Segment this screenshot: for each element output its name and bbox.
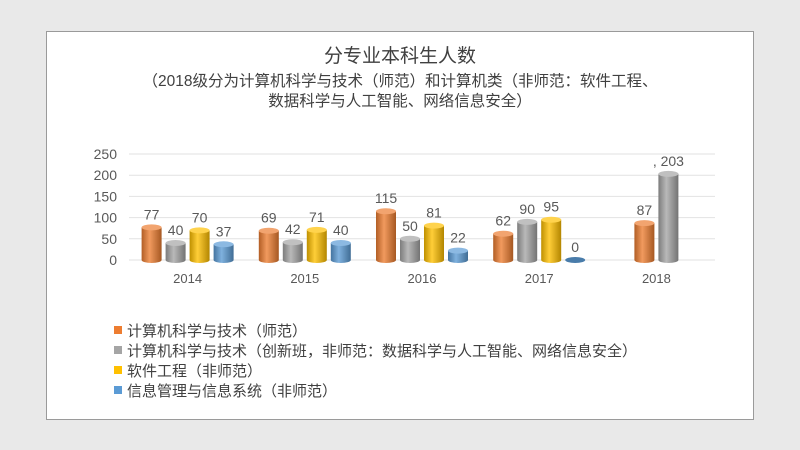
chart-title: 分专业本科生人数 [323, 46, 476, 67]
legend-item: 信息管理与信息系统（非师范） [114, 380, 637, 400]
x-tick-label: 2014 [173, 271, 202, 286]
bar-2014-series-2 [189, 230, 210, 263]
legend-item: 计算机科学与技术（创新班，非师范：数据科学与人工智能、网络信息安全） [114, 340, 637, 360]
data-label-2018-series-1: , 203 [653, 153, 684, 169]
x-tick-label: 2016 [408, 271, 437, 286]
legend-label: 信息管理与信息系统（非师范） [127, 382, 338, 400]
legend-item: 计算机科学与技术（师范） [114, 320, 637, 340]
bar-2018-series-0 [634, 223, 655, 263]
data-label-2017-series-2: 95 [543, 199, 559, 215]
bar-2016-series-1 [400, 238, 420, 263]
bar-2018-series-1 [658, 173, 679, 263]
bar-top-2015-series-0 [258, 227, 279, 234]
bar-top-2017-series-1 [517, 218, 538, 225]
data-label-2015-series-3: 40 [333, 222, 349, 238]
data-label-2014-series-0: 77 [144, 206, 160, 222]
legend-swatch [114, 326, 122, 334]
data-label-2017-series-1: 90 [519, 201, 535, 217]
bar-2017-series-1 [517, 221, 538, 263]
bar-2015-series-1 [282, 242, 303, 263]
y-tick-label: 200 [94, 167, 118, 183]
bar-top-2016-series-1 [400, 235, 420, 242]
data-label-2016-series-0: 115 [375, 190, 398, 206]
legend-label: 计算机科学与技术（创新班，非师范：数据科学与人工智能、网络信息安全） [127, 342, 638, 360]
chart-subtitle: （2018级分为计算机科学与技术（师范）和计算机类（非师范：软件工程、 数据科学… [47, 72, 753, 112]
y-tick-label: 250 [94, 146, 118, 162]
data-label-2016-series-3: 22 [450, 230, 466, 246]
data-label-2016-series-2: 81 [426, 205, 442, 221]
chart-frame: 分专业本科生人数 （2018级分为计算机科学与技术（师范）和计算机类（非师范：软… [46, 31, 754, 420]
y-tick-label: 50 [101, 231, 117, 247]
data-label-2015-series-2: 71 [309, 209, 325, 225]
data-label-2015-series-1: 42 [285, 221, 301, 237]
bar-top-2015-series-2 [306, 226, 327, 233]
bar-2016-series-3 [448, 250, 468, 263]
legend-item: 软件工程（非师范） [114, 360, 637, 380]
bar-top-2016-series-2 [424, 222, 444, 229]
bar-2014-series-3 [213, 244, 234, 263]
bar-top-2015-series-3 [330, 240, 351, 247]
bar-top-2014-series-1 [165, 240, 186, 247]
data-label-2017-series-3: 0 [571, 239, 579, 255]
bar-2015-series-3 [330, 243, 351, 263]
bar-top-2017-series-2 [541, 216, 562, 223]
legend-swatch [114, 366, 122, 374]
bar-2014-series-1 [165, 243, 186, 263]
bar-top-2014-series-2 [189, 227, 210, 234]
legend-label: 软件工程（非师范） [127, 362, 263, 380]
bar-chart-plot: 0 50 100 150 200 250 77 40 70 37 2014 69 42 71 40 2015 1… [94, 146, 715, 286]
chart-subtitle-line-2: 数据科学与人工智能、网络信息安全） [268, 93, 532, 110]
legend-swatch [114, 386, 122, 394]
bar-top-2017-series-0 [493, 230, 514, 237]
bar-2015-series-0 [258, 230, 279, 263]
data-label-2016-series-1: 50 [402, 218, 418, 234]
bar-2017-series-3 [565, 257, 586, 263]
x-tick-label: 2015 [290, 271, 319, 286]
bar-top-2018-series-0 [634, 220, 655, 227]
bar-2016-series-2 [424, 225, 444, 263]
bar-top-2015-series-1 [282, 239, 303, 246]
data-label-2015-series-0: 69 [261, 210, 277, 226]
bar-2017-series-0 [493, 233, 514, 263]
data-label-2018-series-0: 87 [637, 202, 653, 218]
y-tick-label: 0 [109, 252, 117, 268]
bar-2015-series-2 [306, 229, 327, 263]
data-label-2014-series-1: 40 [168, 222, 184, 238]
bar-2016-series-0 [376, 211, 396, 263]
x-tick-label: 2017 [525, 271, 554, 286]
bar-2017-series-2 [541, 219, 562, 263]
bar-2014-series-0 [141, 227, 162, 263]
chart-legend: 计算机科学与技术（师范） 计算机科学与技术（创新班，非师范：数据科学与人工智能、网… [114, 320, 637, 400]
y-tick-label: 150 [94, 188, 118, 204]
bar-top-2014-series-3 [213, 241, 234, 248]
chart-subtitle-line-1: （2018级分为计算机科学与技术（师范）和计算机类（非师范：软件工程、 [142, 73, 658, 90]
bar-top-2016-series-3 [448, 247, 468, 254]
data-label-2017-series-0: 62 [495, 213, 511, 229]
bar-top-2018-series-1 [658, 170, 679, 177]
x-tick-label: 2018 [642, 271, 671, 286]
legend-label: 计算机科学与技术（师范） [127, 322, 308, 340]
data-label-2014-series-3: 37 [216, 223, 232, 239]
bar-top-2014-series-0 [141, 224, 162, 231]
data-label-2014-series-2: 70 [192, 209, 208, 225]
y-tick-label: 100 [94, 210, 118, 226]
bar-top-2016-series-0 [376, 208, 396, 215]
legend-swatch [114, 346, 122, 354]
